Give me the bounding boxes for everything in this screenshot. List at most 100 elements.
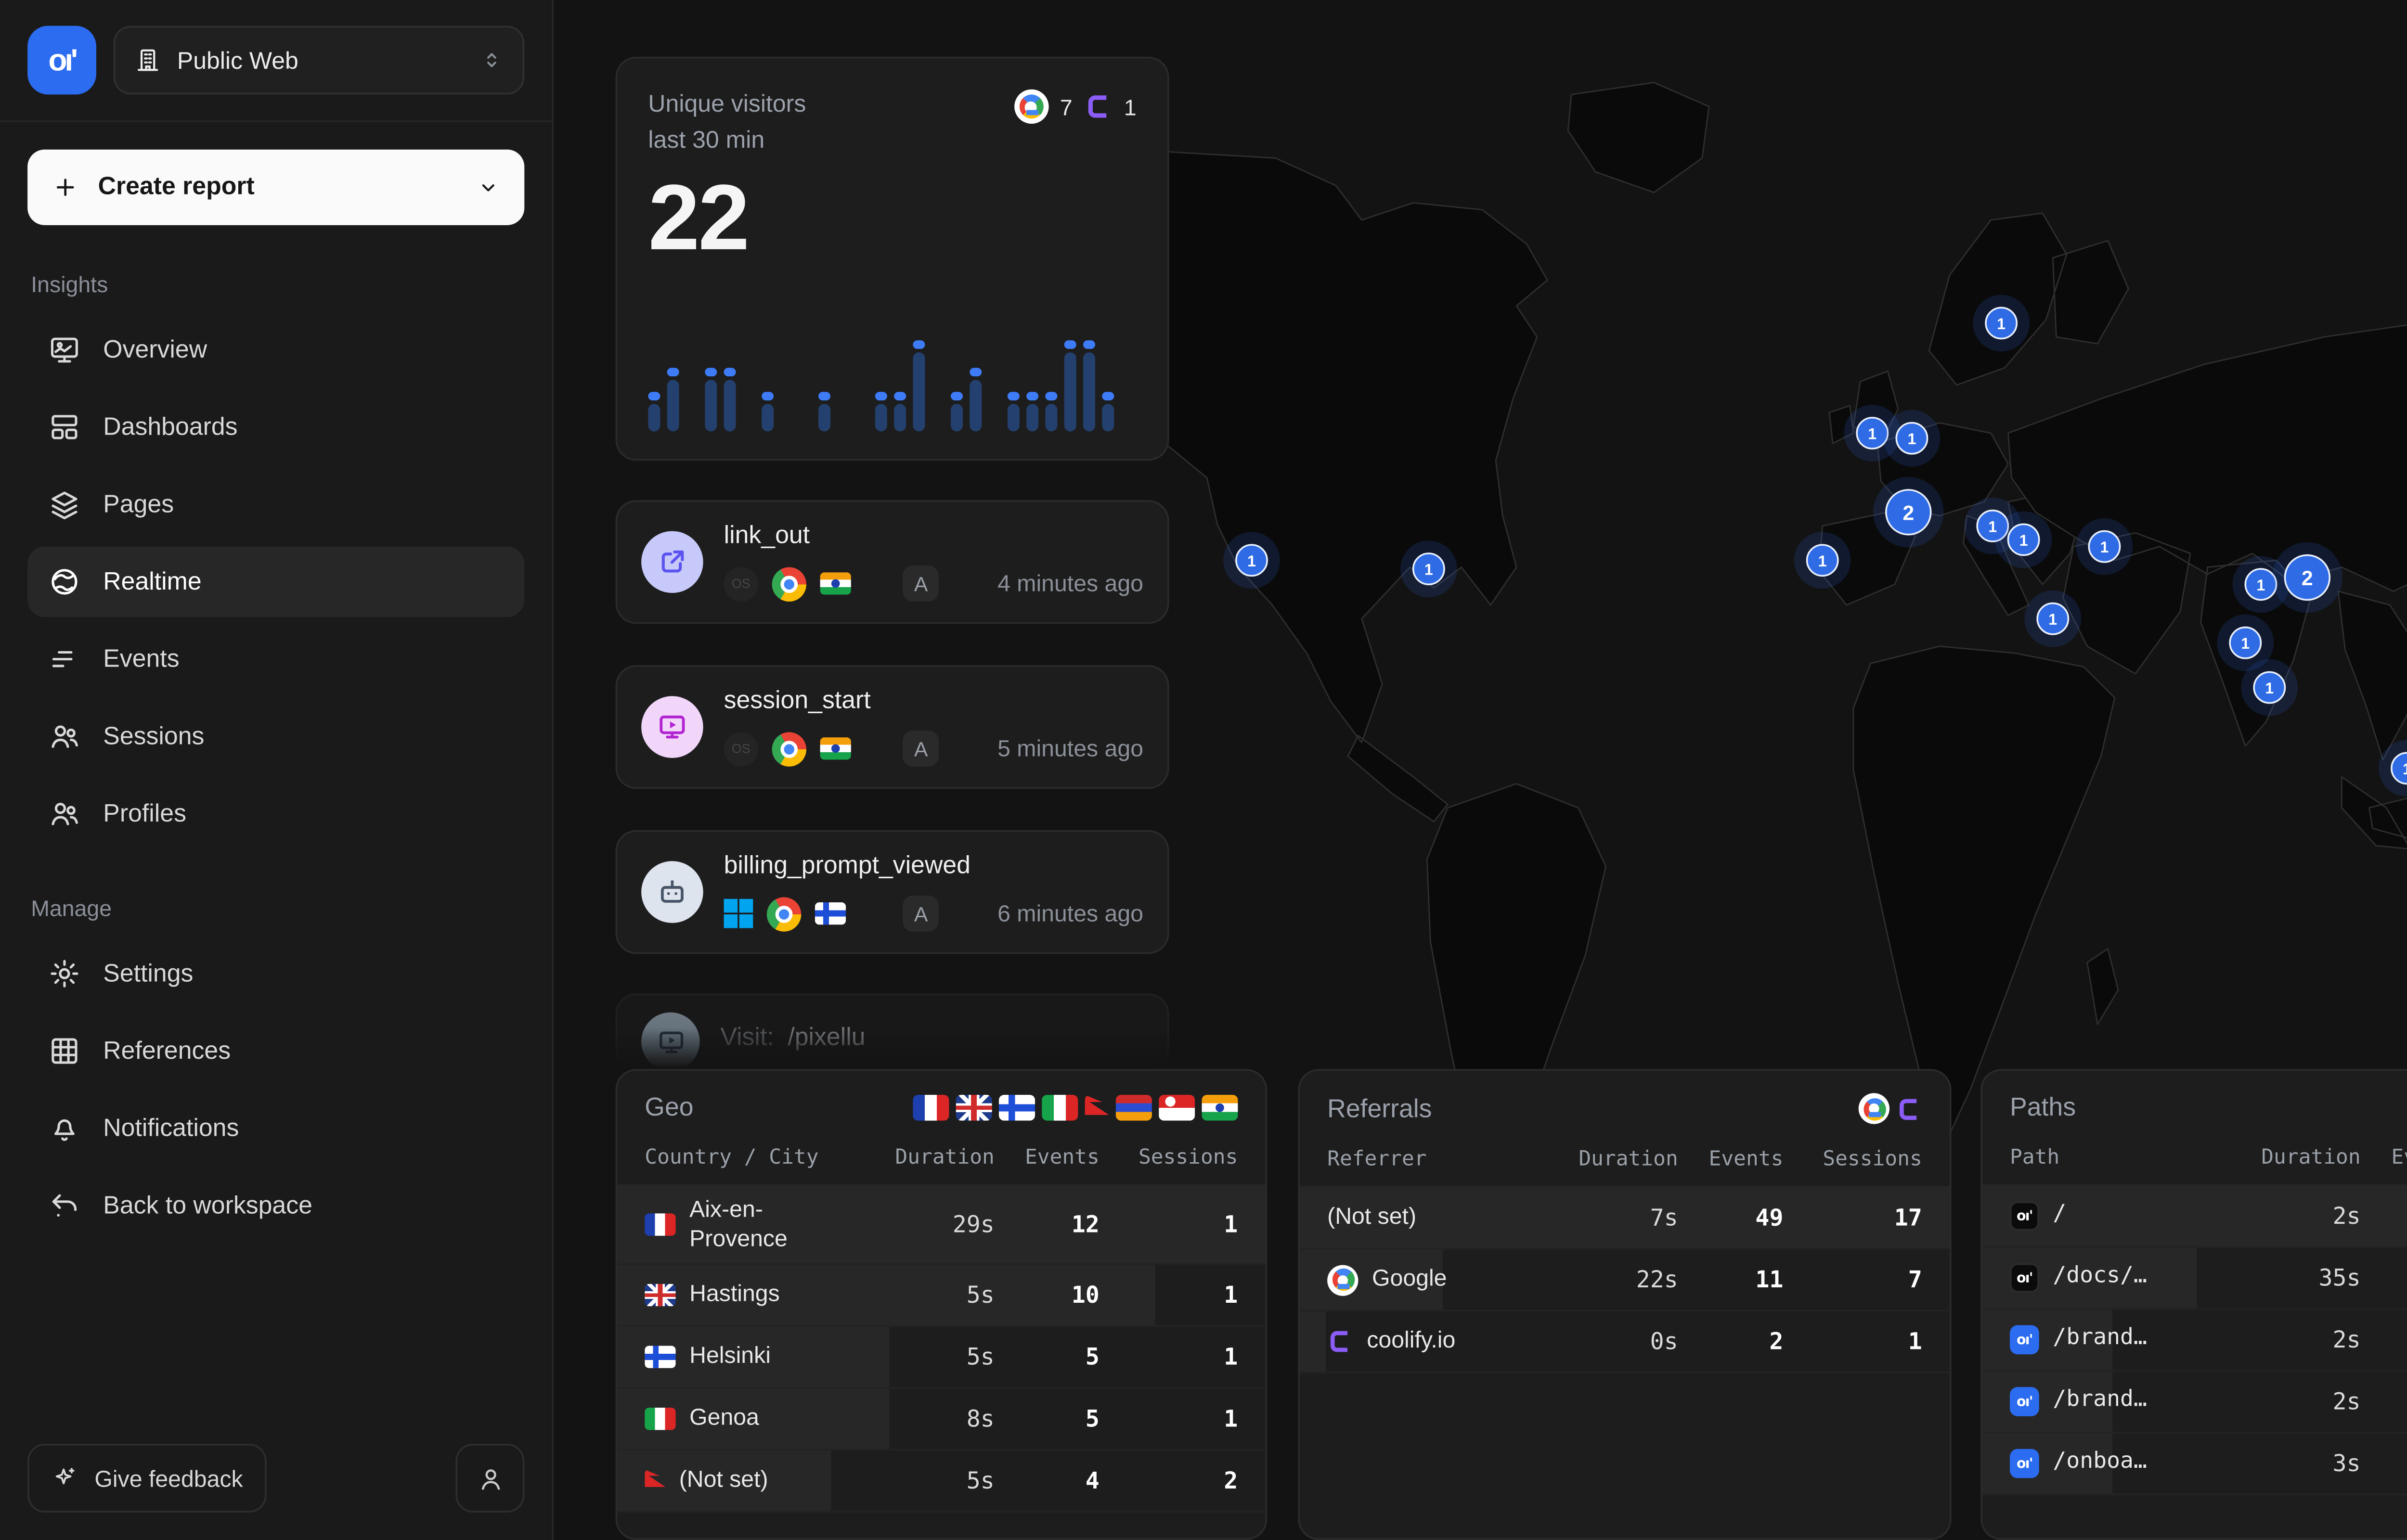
sidebar-item-realtime[interactable]: Realtime	[27, 546, 525, 617]
event-card-link-out[interactable]: link_out OS A 4 minutes ago	[615, 500, 1169, 624]
path-label: /	[2053, 1202, 2067, 1228]
table-row[interactable]: oı'/docs/… 35s 5 2	[1982, 1247, 2407, 1310]
column-header: Events	[1708, 1146, 1784, 1171]
sidebar-item-back-to-workspace[interactable]: Back to workspace	[27, 1170, 524, 1241]
map-marker[interactable]: 1	[2007, 523, 2040, 556]
workspace-selector[interactable]: Public Web	[113, 26, 525, 95]
referrer-label: Google	[1372, 1265, 1447, 1291]
duration-value: 5s	[966, 1281, 995, 1309]
map-marker[interactable]: 1	[1985, 307, 2018, 340]
geo-column-headers: Country / City Duration Events Sessions	[617, 1134, 1266, 1186]
event-meta: OS A 5 minutes ago	[724, 730, 1143, 767]
sidebar-item-pages[interactable]: Pages	[27, 469, 524, 539]
map-marker[interactable]: 1	[1976, 509, 2009, 542]
windows-pane	[724, 914, 738, 928]
sidebar-item-profiles[interactable]: Profiles	[27, 779, 524, 849]
google-bar	[1026, 109, 1039, 115]
map-marker[interactable]: 2	[1885, 489, 1932, 536]
sidebar-item-sessions[interactable]: Sessions	[27, 701, 524, 771]
unknown-os-icon: OS	[724, 731, 758, 766]
event-meta: OS A 4 minutes ago	[724, 565, 1143, 602]
event-body: billing_prompt_viewed A 6 minutes ago	[724, 852, 1143, 932]
path-label: /docs/…	[2053, 1264, 2147, 1290]
india-flag-icon	[820, 572, 851, 595]
table-row[interactable]: (Not set) 7s 49 17	[1300, 1187, 1950, 1250]
table-row[interactable]: Genoa 8s 5 1	[617, 1388, 1266, 1451]
duration-value: 2s	[2332, 1387, 2361, 1416]
sidebar-item-dashboards[interactable]: Dashboards	[27, 392, 524, 462]
event-card-session-start[interactable]: session_start OS A 5 minutes ago	[615, 665, 1169, 789]
table-row[interactable]: Helsinki 5s 5 1	[617, 1327, 1266, 1389]
sessions-value: 1	[1908, 1327, 1922, 1356]
map-marker[interactable]: 1	[2244, 568, 2278, 601]
sidebar-item-overview[interactable]: Overview	[27, 315, 524, 385]
google-ring	[1019, 94, 1043, 119]
map-marker[interactable]: 2	[2284, 554, 2331, 601]
table-row[interactable]: oı'/onboa… 3s 3 2	[1982, 1433, 2407, 1496]
google-bar	[1869, 1112, 1881, 1117]
create-report-button[interactable]: Create report	[27, 149, 525, 225]
visitors-bar-chart	[648, 332, 1136, 432]
events-value: 12	[1071, 1211, 1100, 1239]
table-row[interactable]: Hastings 5s 10 1	[617, 1265, 1266, 1327]
chrome-center	[780, 575, 798, 592]
column-header: Sessions	[1138, 1144, 1238, 1169]
paths-table: Paths oı' oı' Path Duration Events Sessi…	[1980, 1069, 2407, 1540]
map-marker[interactable]: 1	[1806, 544, 1839, 577]
visit-path: /pixellu	[788, 1024, 866, 1052]
city-label: Hastings	[689, 1280, 780, 1307]
map-marker[interactable]: 1	[1235, 544, 1268, 577]
sidebar-item-label: Realtime	[103, 568, 202, 596]
map-marker[interactable]: 1	[2229, 626, 2262, 659]
map-marker[interactable]: 1	[2088, 530, 2121, 563]
grid-icon	[52, 1038, 78, 1064]
event-meta: A 6 minutes ago	[724, 895, 1143, 932]
referrer-cell-name: Google	[1327, 1264, 1539, 1296]
event-card-visit[interactable]: Visit: /pixellu	[615, 993, 1169, 1069]
map-marker[interactable]: 1	[1895, 422, 1928, 455]
table-row[interactable]: oı'/brand… 2s 3 1	[1982, 1372, 2407, 1434]
sidebar-body: Create report Insights Overview Dashboar…	[0, 122, 552, 1540]
table-row[interactable]: (Not set) 5s 4 2	[617, 1450, 1266, 1513]
sidebar-item-references[interactable]: References	[27, 1016, 524, 1086]
google-ring	[1332, 1268, 1354, 1291]
sidebar-item-label: Profiles	[103, 800, 186, 828]
geo-cell-name: Helsinki	[645, 1343, 856, 1372]
visitor-bar-cap	[970, 368, 982, 377]
profile-button[interactable]	[455, 1444, 525, 1513]
sidebar-item-notifications[interactable]: Notifications	[27, 1093, 524, 1163]
chrome-center	[775, 905, 793, 923]
sidebar-item-events[interactable]: Events	[27, 624, 524, 694]
map-marker[interactable]: 1	[2391, 752, 2407, 785]
path-cell-name: oı' /brand…	[2010, 1387, 2222, 1416]
events-value: 4	[1085, 1467, 1100, 1495]
visitor-bar	[724, 368, 736, 432]
visitor-bar-cap	[1026, 392, 1039, 401]
building-icon	[137, 49, 158, 71]
duration-value: 35s	[2318, 1264, 2361, 1292]
map-marker[interactable]: 1	[1856, 417, 1889, 449]
map-marker[interactable]: 1	[1412, 552, 1445, 586]
table-row[interactable]: oı'/brand… 2s 3 1	[1982, 1309, 2407, 1372]
events-value: 10	[1071, 1281, 1100, 1309]
google-icon	[1327, 1264, 1359, 1296]
referrals-table-title: Referrals	[1327, 1094, 1432, 1123]
map-marker[interactable]: 1	[2036, 602, 2070, 635]
map-markers-layer: 11111121111121111	[554, 0, 2407, 1540]
table-row[interactable]: Google 22s 11 7	[1300, 1249, 1950, 1311]
give-feedback-button[interactable]: Give feedback	[27, 1444, 267, 1513]
event-name: billing_prompt_viewed	[724, 852, 971, 880]
table-row[interactable]: Aix-en-Provence 29s 12 1	[617, 1186, 1266, 1265]
map-marker[interactable]: 1	[2253, 671, 2286, 704]
sessions-value: 17	[1894, 1204, 1922, 1232]
finland-flag-icon	[815, 902, 846, 925]
sidebar-item-settings[interactable]: Settings	[27, 938, 524, 1009]
chevrons-up-down-icon	[487, 53, 496, 67]
event-card-billing-prompt-viewed[interactable]: billing_prompt_viewed A 6 minutes ago	[615, 830, 1169, 954]
table-row[interactable]: coolify.io 0s 2 1	[1300, 1311, 1950, 1373]
uk-flag-icon	[645, 1283, 676, 1307]
table-row[interactable]: oı'/ 2s 15 7	[1982, 1186, 2407, 1248]
openpanel-black-icon: oı'	[2010, 1201, 2039, 1231]
openpanel-blue-icon: oı'	[2010, 1387, 2039, 1416]
duration-value: 7s	[1650, 1204, 1678, 1232]
